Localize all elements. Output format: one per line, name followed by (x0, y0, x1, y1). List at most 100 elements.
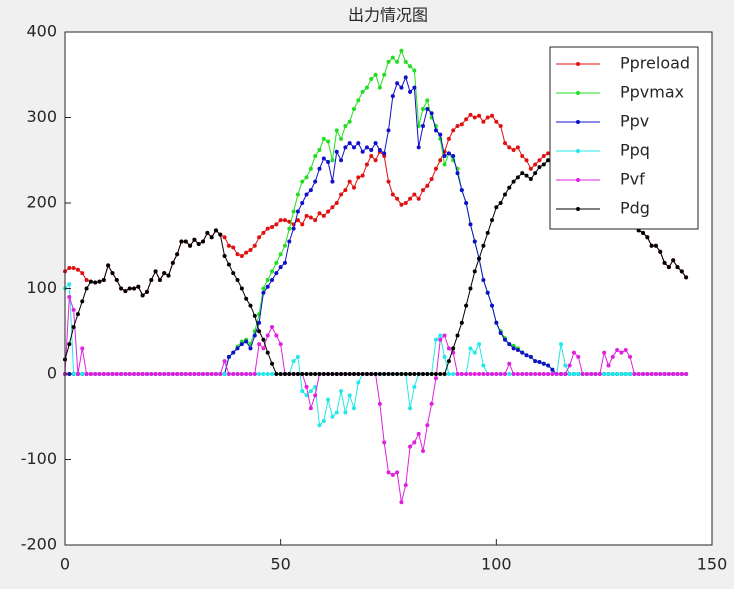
data-point (274, 260, 279, 265)
data-point (84, 277, 89, 282)
data-point (347, 372, 352, 376)
data-point (528, 372, 533, 376)
data-point (559, 372, 564, 376)
data-point (291, 372, 296, 376)
data-point (308, 188, 313, 193)
data-point (671, 258, 676, 263)
data-point (403, 59, 408, 64)
data-point (153, 372, 158, 376)
data-point (408, 372, 413, 376)
data-point (412, 372, 417, 376)
data-point (468, 286, 473, 291)
data-point (412, 85, 417, 90)
data-point (317, 147, 322, 152)
data-point (438, 158, 443, 163)
data-point (308, 166, 313, 171)
data-point (485, 115, 490, 120)
data-point (403, 372, 408, 376)
data-point (261, 290, 266, 295)
data-point (421, 124, 426, 129)
data-point (528, 177, 533, 182)
data-point (270, 224, 275, 229)
y-tick-label: -100 (21, 449, 57, 468)
data-point (597, 372, 602, 376)
data-point (459, 188, 464, 193)
data-point (274, 372, 279, 376)
data-point (347, 179, 352, 184)
data-point (524, 173, 529, 178)
data-point (408, 196, 413, 201)
data-point (295, 354, 300, 359)
data-point (390, 94, 395, 99)
data-point (304, 175, 309, 180)
legend-marker (576, 207, 580, 211)
data-point (559, 342, 564, 347)
data-point (308, 372, 313, 376)
data-point (278, 342, 283, 347)
data-point (589, 372, 594, 376)
data-point (541, 361, 546, 366)
data-point (226, 354, 231, 359)
data-point (507, 361, 512, 366)
data-point (390, 55, 395, 60)
data-point (239, 342, 244, 347)
data-point (313, 393, 318, 398)
data-point (347, 119, 352, 124)
data-point (386, 470, 391, 475)
data-point (567, 363, 572, 368)
data-point (330, 158, 335, 163)
data-point (75, 372, 80, 376)
legend-label: Ppreload (620, 54, 690, 73)
data-point (201, 372, 206, 376)
data-point (265, 284, 270, 289)
data-point (153, 269, 158, 274)
data-point (226, 372, 231, 376)
legend-label: Ppq (620, 141, 650, 160)
y-tick-label: 0 (47, 364, 57, 383)
data-point (481, 372, 486, 376)
data-point (438, 372, 443, 376)
data-point (382, 372, 387, 376)
data-point (528, 166, 533, 171)
data-point (464, 201, 469, 205)
data-point (257, 342, 262, 347)
data-point (494, 372, 499, 376)
data-point (334, 128, 339, 133)
data-point (110, 271, 115, 276)
data-point (446, 346, 451, 351)
data-point (438, 333, 443, 338)
legend-label: Pvf (620, 170, 645, 189)
data-point (373, 158, 378, 163)
data-point (494, 119, 499, 124)
data-point (231, 350, 236, 355)
data-point (511, 147, 516, 152)
data-point (308, 215, 313, 220)
data-point (481, 119, 486, 124)
data-point (252, 372, 257, 376)
data-point (278, 372, 283, 376)
data-point (666, 265, 671, 270)
data-point (408, 89, 413, 94)
data-point (615, 372, 620, 376)
data-point (257, 235, 262, 240)
data-point (347, 393, 352, 398)
data-point (421, 448, 426, 453)
data-point (252, 243, 257, 248)
data-point (235, 372, 240, 376)
data-point (321, 213, 326, 218)
data-point (300, 389, 305, 394)
data-point (351, 406, 356, 411)
legend-label: Pdg (620, 199, 650, 218)
data-point (623, 372, 628, 376)
data-point (520, 372, 525, 376)
data-point (67, 265, 72, 270)
data-point (433, 166, 438, 171)
data-point (490, 218, 495, 223)
data-point (369, 147, 374, 152)
data-point (304, 384, 309, 389)
data-point (252, 333, 257, 338)
data-point (472, 350, 477, 355)
data-point (257, 329, 262, 334)
legend-marker (576, 178, 580, 182)
data-point (166, 372, 171, 376)
